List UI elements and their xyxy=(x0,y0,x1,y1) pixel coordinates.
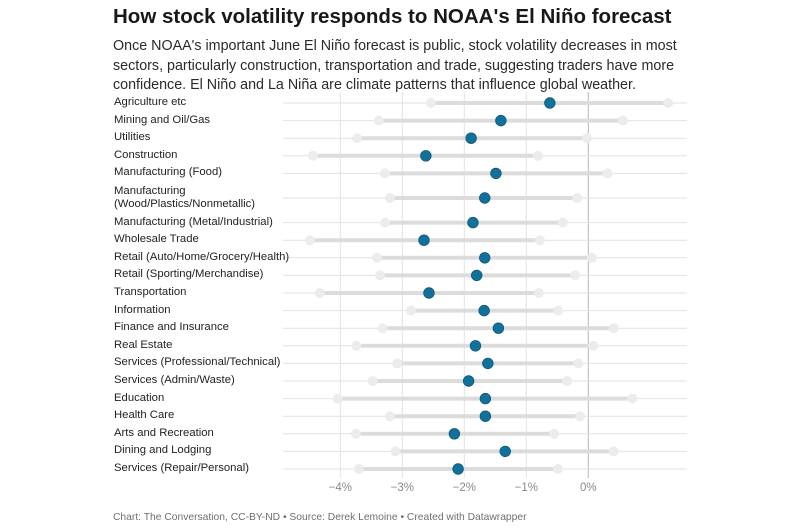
estimate-point xyxy=(490,167,502,180)
estimate-point xyxy=(479,252,491,264)
row-label: Agriculture etc xyxy=(114,96,187,108)
row-label: Construction xyxy=(114,148,178,161)
estimate-point xyxy=(479,392,492,405)
estimate-point xyxy=(418,234,430,246)
estimate-point xyxy=(448,428,461,440)
range-lower-point xyxy=(373,115,384,126)
chart-subtitle: Once NOAA's important June El Niño forec… xyxy=(113,38,677,93)
range-lower-point xyxy=(308,150,319,161)
range-lower-point xyxy=(384,193,395,203)
estimate-point xyxy=(482,357,494,370)
estimate-point xyxy=(495,114,507,127)
range-lower-point xyxy=(351,340,362,351)
row-label: Services (Admin/Waste) xyxy=(114,374,235,386)
range-lower-point xyxy=(384,411,395,422)
range-lower-point xyxy=(405,305,416,316)
chart-footer: Chart: The Conversation, CC-BY-ND • Sour… xyxy=(113,512,527,523)
row-label: Services (Professional/Technical) xyxy=(114,356,281,369)
estimate-point xyxy=(469,340,482,352)
range-lower-point xyxy=(379,168,390,179)
range-upper-point xyxy=(602,168,613,179)
range-upper-point xyxy=(608,323,619,334)
estimate-point xyxy=(452,463,464,475)
row-label: Arts and Recreation xyxy=(114,426,214,439)
range-upper-point xyxy=(570,270,581,281)
range-upper-point xyxy=(588,340,599,351)
x-tick-label: −3% xyxy=(390,482,414,494)
estimate-point xyxy=(465,132,477,144)
range-upper-point xyxy=(533,288,544,298)
row-label: Mining and Oil/Gas xyxy=(114,113,211,126)
range-upper-point xyxy=(549,428,560,439)
range-lower-point xyxy=(374,270,385,281)
range-upper-point xyxy=(587,252,598,263)
range-lower-point xyxy=(371,252,382,263)
estimate-point xyxy=(471,269,483,282)
row-label: Education xyxy=(114,391,165,404)
range-upper-point xyxy=(618,115,629,126)
x-tick-label: 0% xyxy=(579,482,597,494)
x-tick-label: −2% xyxy=(452,482,476,494)
estimate-point xyxy=(499,445,511,458)
range-lower-point xyxy=(377,323,388,334)
row-label: Finance and Insurance xyxy=(114,321,229,334)
range-upper-point xyxy=(552,464,563,474)
row-label: Retail (Sporting/Merchandise) xyxy=(114,268,264,281)
estimate-point xyxy=(420,150,432,162)
range-upper-point xyxy=(552,305,563,316)
range-upper-point xyxy=(575,411,586,422)
estimate-point xyxy=(492,322,505,334)
row-label: Manufacturing (Metal/Industrial) xyxy=(114,215,273,228)
range-lower-point xyxy=(314,288,325,298)
range-lower-point xyxy=(425,98,436,108)
row-label: Health Care xyxy=(114,409,175,422)
range-upper-point xyxy=(608,446,619,457)
estimate-point xyxy=(467,216,479,229)
range-lower-point xyxy=(350,428,361,439)
range-lower-point xyxy=(392,358,403,369)
row-label: Services (Repair/Personal) xyxy=(114,462,249,474)
row-label: Utilities xyxy=(114,131,151,144)
range-upper-point xyxy=(533,150,544,161)
range-lower-point xyxy=(352,133,363,144)
range-upper-point xyxy=(534,235,545,246)
estimate-point xyxy=(544,97,556,109)
row-label: Manufacturing (Food) xyxy=(114,166,222,179)
range-upper-point xyxy=(582,133,593,144)
estimate-point xyxy=(462,375,475,387)
estimate-point xyxy=(479,410,492,422)
range-upper-point xyxy=(557,217,568,228)
range-lower-point xyxy=(353,464,364,474)
row-label: Transportation xyxy=(114,286,187,298)
row-label: Information xyxy=(114,303,171,316)
estimate-point xyxy=(423,287,435,299)
range-upper-point xyxy=(572,193,583,203)
row-label: Dining and Lodging xyxy=(114,444,212,457)
estimate-point xyxy=(479,192,491,204)
x-tick-label: −4% xyxy=(328,482,352,494)
range-lower-point xyxy=(379,217,390,228)
range-upper-point xyxy=(663,98,674,108)
row-label: Manufacturing (Wood/Plastics/Nonmetallic… xyxy=(114,184,256,211)
row-label: Real Estate xyxy=(114,338,173,351)
range-upper-point xyxy=(573,358,584,369)
range-upper-point xyxy=(627,393,638,404)
range-lower-point xyxy=(367,376,378,386)
chart-title: How stock volatility responds to NOAA's … xyxy=(113,5,672,28)
range-upper-point xyxy=(562,376,573,386)
row-label: Retail (Auto/Home/Grocery/Health) xyxy=(114,250,290,263)
x-tick-label: −1% xyxy=(514,482,538,494)
range-lower-point xyxy=(304,235,315,246)
range-lower-point xyxy=(390,446,401,457)
range-lower-point xyxy=(332,393,343,404)
estimate-point xyxy=(478,304,490,317)
row-label: Wholesale Trade xyxy=(114,233,199,246)
